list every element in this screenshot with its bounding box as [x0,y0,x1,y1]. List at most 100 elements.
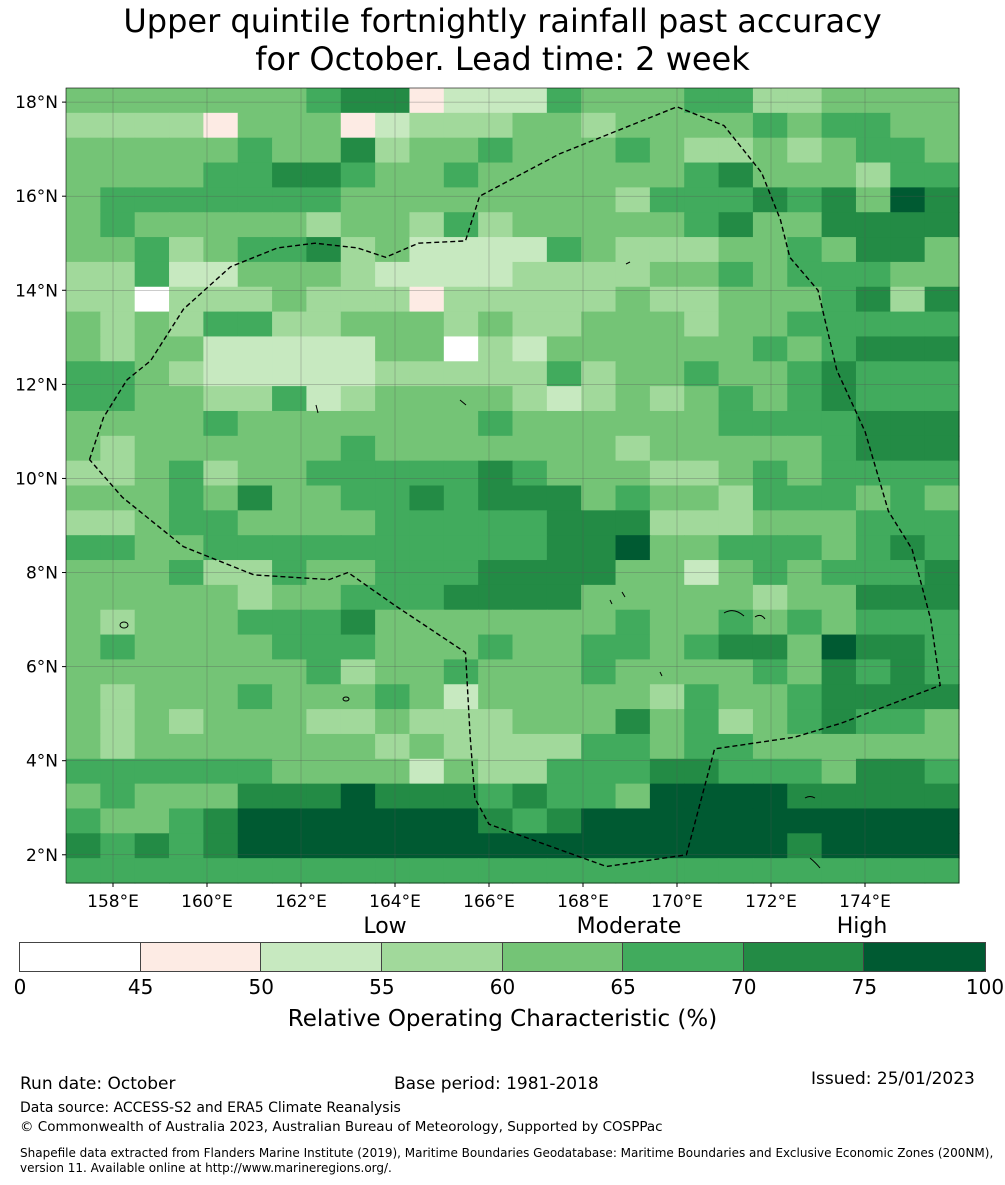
rainfall-accuracy-grid [66,88,960,884]
grid-cell [134,361,170,387]
grid-cell [890,261,926,288]
grid-cell [924,634,960,660]
grid-cell [478,634,514,660]
grid-cell [581,460,617,487]
grid-cell [134,758,170,785]
grid-cell [66,112,101,139]
grid-cell [512,410,548,437]
grid-cell [649,758,685,785]
grid-cell [66,435,101,462]
grid-cell [787,311,823,338]
grid-cell [821,733,857,760]
longitude-label: 166°E [463,892,515,912]
grid-cell [581,88,617,114]
grid-cell [581,584,617,611]
grid-cell [306,733,342,760]
grid-cell [306,286,342,313]
grid-cell [409,386,445,412]
grid-cell [787,212,823,238]
grid-cell [478,460,514,487]
grid-cell [821,212,857,238]
grid-cell [718,435,754,462]
grid-cell [478,858,514,884]
grid-cell [66,709,101,735]
grid-cell [272,386,308,412]
latitude-axis: 18°N 16°N 14°N 12°N 10°N 8°N 6°N 4°N 2°N [15,93,66,866]
grid-cell [581,535,617,561]
grid-cell [443,361,479,387]
grid-cell [512,783,548,810]
grid-cell [890,237,926,263]
grid-cell [924,460,960,487]
grid-cell [890,212,926,238]
island-outline [809,857,821,869]
grid-cell [855,733,891,760]
longitude-axis: 158°E 160°E 162°E 164°E 166°E 168°E 170°E 172°E… [87,883,891,912]
grid-cell [718,460,754,487]
grid-cell [272,212,308,238]
grid-cell [478,187,514,213]
grid-cell [100,112,136,139]
grid-cell [649,137,685,164]
grid-cell [924,137,960,164]
grid-cell [478,709,514,735]
grid-cell [409,336,445,362]
colorbar-segment [622,942,745,972]
grid-cell [924,758,960,785]
grid-cell [478,212,514,238]
latitude-label: 4°N [26,752,58,772]
grid-cell [615,88,651,114]
grid-cell [649,386,685,412]
grid-cell [66,634,101,660]
grid-cell [512,709,548,735]
grid-cell [890,584,926,611]
grid-cell [787,137,823,164]
grid-cell [821,535,857,561]
grid-cell [546,162,582,188]
grid-cell [615,808,651,834]
grid-cell [581,709,617,735]
grid-cell [203,112,239,139]
grid-cell [924,733,960,760]
grid-cell [787,858,823,884]
latitude-label: 8°N [26,564,58,584]
grid-cell [546,510,582,536]
grid-cell [66,858,101,884]
grid-cell [649,460,685,487]
grid-cell [478,286,514,313]
grid-cell [924,112,960,139]
grid-cell [615,336,651,362]
grid-cell [684,709,720,735]
grid-cell [409,858,445,884]
grid-cell [821,510,857,536]
grid-cell [615,758,651,785]
grid-cell [855,609,891,636]
grid-cell [546,758,582,785]
grid-cell [340,386,376,412]
grid-cell [821,808,857,834]
grid-cell [855,410,891,437]
grid-cell [752,410,788,437]
grid-cell [718,659,754,685]
grid-cell [890,410,926,437]
grid-cell [409,733,445,760]
grid-cell [752,88,788,114]
grid-cell [649,733,685,760]
grid-cell [890,137,926,164]
grid-cell [581,510,617,536]
grid-cell [478,758,514,785]
grid-cell [684,535,720,561]
grid-cell [684,460,720,487]
grid-cell [237,733,273,760]
grid-cell [272,858,308,884]
colorbar [19,942,986,972]
grid-cell [100,435,136,462]
grid-cell [478,137,514,164]
grid-cell [752,783,788,810]
latitude-label: 18°N [15,93,58,113]
grid-cell [203,286,239,313]
grid-cell [272,112,308,139]
grid-cell [272,137,308,164]
grid-cell [581,162,617,188]
grid-cell [546,808,582,834]
